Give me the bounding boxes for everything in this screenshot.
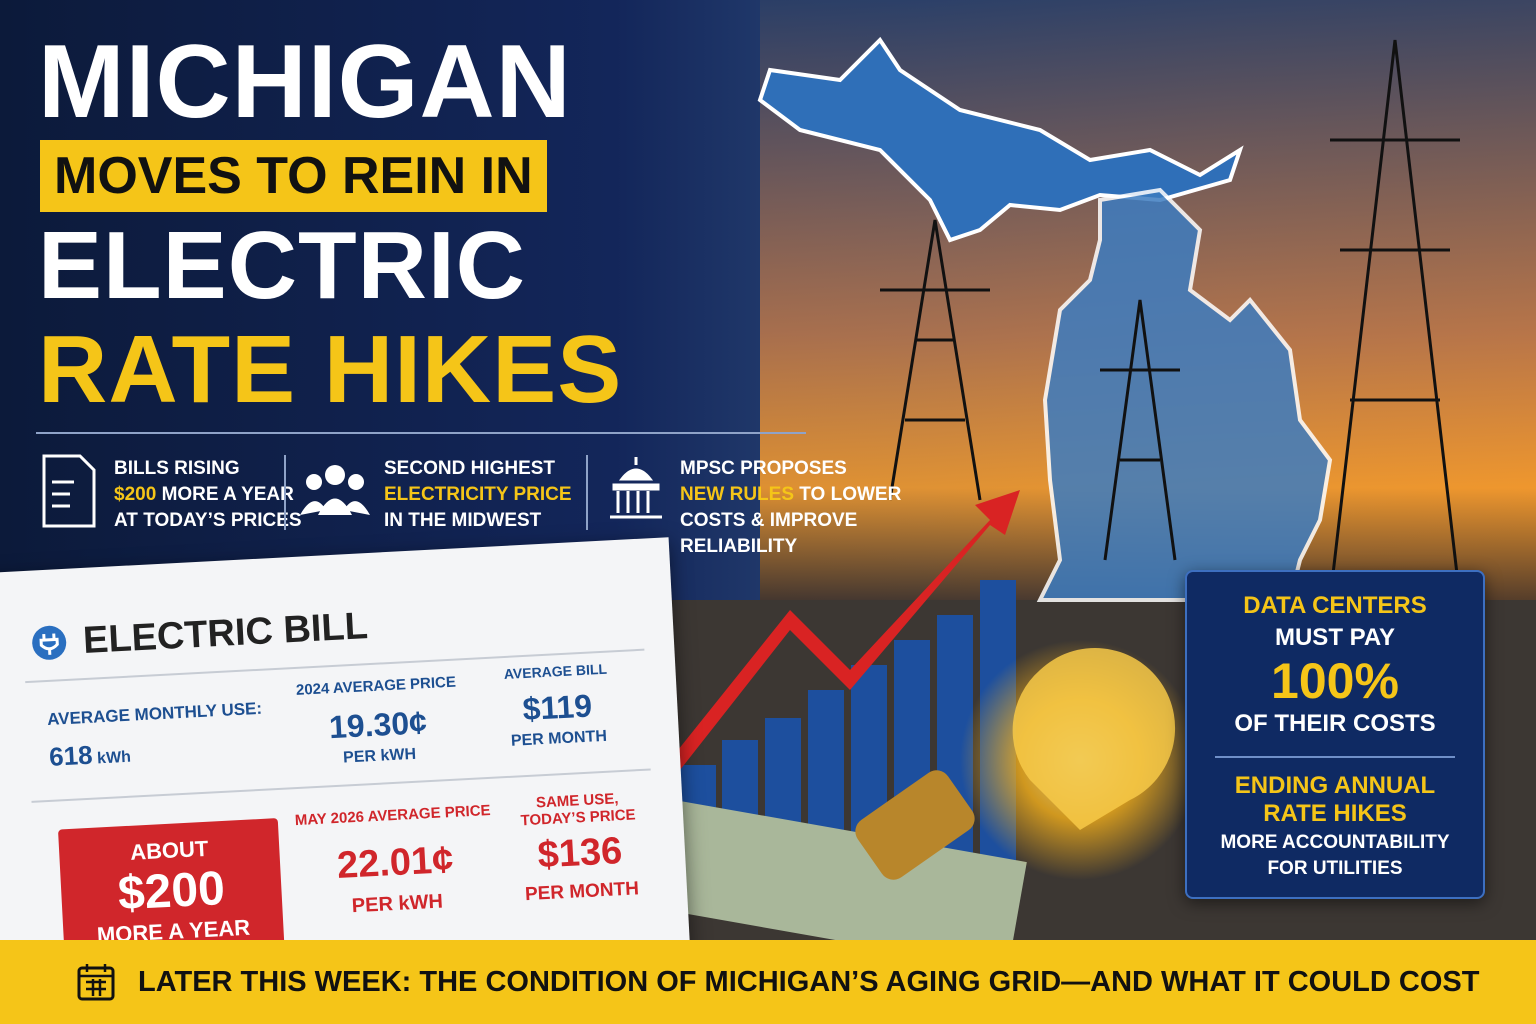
fact-line: NEW RULES TO LOWER bbox=[680, 482, 901, 508]
fact-title: SECOND HIGHEST bbox=[384, 458, 556, 479]
callout-line: MORE ACCOUNTABILITY bbox=[1220, 832, 1450, 853]
headline-line: ELECTRIC bbox=[38, 212, 526, 319]
bill-cell: AVERAGE MONTHLY USE: 618 kWh bbox=[47, 699, 265, 773]
headline-line: MICHIGAN bbox=[38, 24, 572, 140]
cell-label: 2024 AVERAGE PRICE bbox=[295, 673, 457, 699]
cell-unit: PER MONTH bbox=[510, 727, 608, 750]
bill-icon bbox=[42, 454, 96, 528]
cell-value: $136 bbox=[536, 830, 624, 877]
callout-line: MUST PAY bbox=[1274, 624, 1396, 651]
cell-label: AVERAGE BILL bbox=[503, 660, 608, 683]
divider bbox=[1215, 756, 1455, 758]
callout-line: FOR UTILITIES bbox=[1267, 858, 1403, 879]
bill-cell: SAME USE, TODAY’S PRICE $136 PER MONTH bbox=[502, 788, 658, 907]
headline-highlight: MOVES TO REIN IN bbox=[40, 140, 547, 212]
cell-value: 19.30¢ bbox=[328, 704, 428, 746]
callout-line: OF THEIR COSTS bbox=[1234, 710, 1436, 737]
callout-line: ENDING ANNUAL bbox=[1234, 772, 1436, 799]
fact: MPSC PROPOSES NEW RULES TO LOWER COSTS &… bbox=[680, 456, 901, 560]
fact: BILLS RISING $200 MORE A YEAR AT TODAY’S… bbox=[114, 456, 302, 534]
fact-sub: RELIABILITY bbox=[680, 536, 798, 557]
plug-icon bbox=[32, 625, 67, 660]
fact-sub: COSTS & IMPROVE bbox=[680, 510, 858, 531]
fact-text: MORE A YEAR bbox=[161, 484, 294, 505]
fact-title: MPSC PROPOSES bbox=[680, 458, 847, 479]
divider bbox=[36, 432, 806, 434]
fact-highlight: $200 bbox=[114, 484, 157, 505]
people-icon bbox=[300, 465, 370, 515]
cell-unit: kWh bbox=[96, 748, 132, 768]
cell-value: 22.01¢ bbox=[336, 838, 455, 887]
fact-line: $200 MORE A YEAR bbox=[114, 482, 302, 508]
bill-cell: AVERAGE BILL $119 PER MONTH bbox=[485, 660, 629, 752]
headline-line: RATE HIKES bbox=[38, 316, 623, 423]
divider bbox=[586, 455, 588, 530]
callout-line: RATE HIKES bbox=[1263, 800, 1407, 827]
fact-highlight: NEW RULES bbox=[680, 484, 794, 505]
fact-highlight: ELECTRICITY PRICE bbox=[384, 484, 572, 505]
calendar-icon bbox=[77, 964, 115, 1001]
callout-value: 100% bbox=[1271, 653, 1399, 709]
cell-unit: PER kWH bbox=[351, 890, 444, 918]
cell-value: 618 bbox=[48, 739, 94, 772]
footer-bar: LATER THIS WEEK: THE CONDITION OF MICHIG… bbox=[0, 940, 1536, 1024]
cell-label: AVERAGE MONTHLY USE: bbox=[46, 698, 263, 729]
cell-unit: PER kWH bbox=[342, 745, 417, 767]
fact-title: BILLS RISING bbox=[114, 458, 240, 479]
electric-bill-card: ELECTRIC BILL AVERAGE MONTHLY USE: 618 k… bbox=[0, 537, 691, 993]
divider bbox=[284, 455, 286, 530]
callout-box: DATA CENTERS MUST PAY 100% OF THEIR COST… bbox=[1185, 570, 1485, 899]
fact: SECOND HIGHEST ELECTRICITY PRICE IN THE … bbox=[384, 456, 572, 534]
bill-cell: MAY 2026 AVERAGE PRICE 22.01¢ PER kWH bbox=[292, 802, 497, 921]
cell-label: MAY 2026 AVERAGE PRICE bbox=[294, 801, 491, 830]
callout-line: DATA CENTERS bbox=[1243, 592, 1427, 619]
cell-unit: PER MONTH bbox=[524, 878, 640, 906]
fact-text: TO LOWER bbox=[799, 484, 902, 505]
footer-text: LATER THIS WEEK: THE CONDITION OF MICHIG… bbox=[138, 966, 1480, 998]
capitol-icon bbox=[610, 457, 662, 519]
bill-title: ELECTRIC BILL bbox=[82, 605, 369, 662]
cell-value: $119 bbox=[521, 687, 593, 728]
fact-sub: IN THE MIDWEST bbox=[384, 510, 542, 531]
fact-sub: AT TODAY’S PRICES bbox=[114, 510, 302, 531]
bill-cell: 2024 AVERAGE PRICE 19.30¢ PER kWH bbox=[286, 673, 470, 770]
